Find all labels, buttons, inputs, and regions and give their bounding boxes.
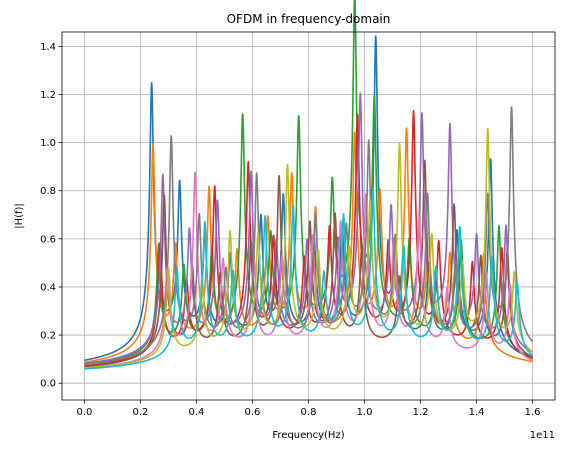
x-tick-label: 0.0 (76, 407, 92, 418)
y-tick-label: 0.4 (40, 282, 56, 293)
y-tick-label: 1.2 (40, 90, 56, 101)
y-tick-label: 0.6 (40, 234, 56, 245)
axis-ticks: 0.0 0.2 0.4 0.6 0.8 1.0 1.2 1.4 1.6 0.0 0.2 0.4 0.6 0… (40, 42, 540, 418)
series-lines (83, 0, 534, 370)
x-axis-label: Frequency(Hz) (272, 430, 344, 441)
x-axis-offset-label: 1e11 (530, 430, 555, 441)
y-tick-label: 1.4 (40, 42, 56, 53)
x-tick-label: 0.4 (189, 407, 205, 418)
series-line-9 (83, 127, 534, 369)
x-tick-label: 1.4 (469, 407, 485, 418)
chart-title: OFDM in frequency-domain (227, 12, 391, 26)
series-line-10 (83, 190, 534, 370)
y-tick-label: 0.2 (40, 331, 56, 342)
y-tick-label: 0.0 (40, 379, 56, 390)
series-line-7 (83, 171, 534, 369)
x-tick-label: 0.8 (301, 407, 317, 418)
y-axis-label: |H(f)| (14, 203, 25, 229)
x-tick-label: 0.2 (132, 407, 148, 418)
x-tick-label: 1.2 (413, 407, 429, 418)
y-tick-label: 1.0 (40, 138, 56, 149)
x-tick-label: 1.6 (525, 407, 541, 418)
x-tick-label: 0.6 (245, 407, 261, 418)
series-line-8 (83, 106, 534, 366)
x-tick-label: 1.0 (357, 407, 373, 418)
y-tick-label: 0.8 (40, 186, 56, 197)
